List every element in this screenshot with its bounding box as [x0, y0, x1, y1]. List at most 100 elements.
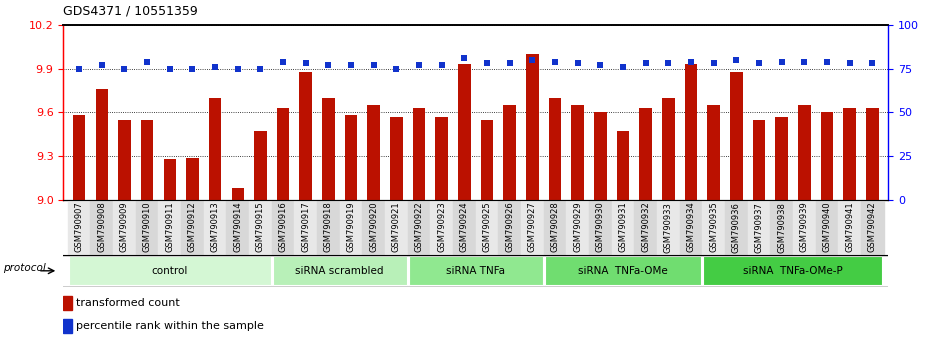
Text: GSM790917: GSM790917	[301, 202, 311, 252]
Point	[843, 61, 857, 66]
Bar	[770, 200, 793, 255]
Text: GSM790918: GSM790918	[324, 202, 333, 252]
Bar	[481, 120, 493, 354]
Text: siRNA  TNFa-OMe-P: siRNA TNFa-OMe-P	[743, 266, 843, 276]
Bar	[68, 200, 90, 255]
Text: GSM790931: GSM790931	[618, 202, 628, 252]
Bar	[640, 108, 652, 354]
Text: GSM790941: GSM790941	[845, 202, 854, 252]
Point	[94, 62, 109, 68]
Bar	[589, 200, 612, 255]
Point	[797, 59, 812, 64]
Bar	[413, 108, 425, 354]
Point	[819, 59, 834, 64]
Text: GSM790924: GSM790924	[459, 202, 469, 252]
Point	[570, 61, 585, 66]
Text: GSM790920: GSM790920	[369, 202, 379, 252]
Text: GSM790916: GSM790916	[279, 202, 287, 252]
Bar	[566, 200, 589, 255]
Text: GSM790928: GSM790928	[551, 202, 560, 252]
Bar	[63, 296, 73, 310]
Text: GSM790929: GSM790929	[573, 202, 582, 252]
Point	[616, 64, 631, 70]
Point	[774, 59, 789, 64]
Bar	[730, 72, 742, 354]
Bar	[798, 105, 811, 354]
Point	[343, 62, 358, 68]
Bar	[594, 113, 606, 354]
Bar	[181, 200, 204, 255]
Point	[275, 59, 290, 64]
Text: GSM790914: GSM790914	[233, 202, 242, 252]
Bar	[113, 200, 136, 255]
Text: GSM790923: GSM790923	[437, 202, 446, 252]
Bar	[272, 256, 406, 285]
Text: GSM790926: GSM790926	[505, 202, 514, 252]
Bar	[367, 105, 380, 354]
Point	[321, 62, 336, 68]
Text: GSM790919: GSM790919	[347, 202, 355, 252]
Point	[117, 66, 132, 72]
Point	[412, 62, 427, 68]
Point	[207, 64, 222, 70]
Bar	[684, 64, 698, 354]
Text: GSM790938: GSM790938	[777, 202, 786, 252]
Bar	[702, 200, 725, 255]
Point	[593, 62, 608, 68]
Bar	[136, 200, 158, 255]
Bar	[816, 200, 838, 255]
Text: GSM790934: GSM790934	[686, 202, 696, 252]
Point	[638, 61, 653, 66]
Bar	[475, 200, 498, 255]
Text: GSM790915: GSM790915	[256, 202, 265, 252]
Bar	[226, 200, 249, 255]
Bar	[90, 200, 113, 255]
Text: protocol: protocol	[3, 263, 46, 273]
Bar	[838, 200, 861, 255]
Text: GSM790936: GSM790936	[732, 202, 741, 252]
Bar	[407, 200, 431, 255]
Point	[502, 61, 517, 66]
Text: GSM790908: GSM790908	[98, 202, 106, 252]
Bar	[748, 200, 770, 255]
Bar	[277, 108, 289, 354]
Text: GSM790909: GSM790909	[120, 202, 129, 252]
Text: GSM790933: GSM790933	[664, 202, 672, 252]
Point	[72, 66, 86, 72]
Bar	[164, 159, 176, 354]
Bar	[776, 117, 788, 354]
Text: GSM790911: GSM790911	[166, 202, 174, 252]
Bar	[612, 200, 634, 255]
Point	[684, 59, 698, 64]
Bar	[73, 115, 86, 354]
Text: GSM790935: GSM790935	[710, 202, 718, 252]
Bar	[140, 120, 153, 354]
Point	[661, 61, 676, 66]
Text: GSM790912: GSM790912	[188, 202, 197, 252]
Point	[457, 55, 472, 61]
Text: GSM790907: GSM790907	[74, 202, 84, 252]
Bar	[453, 200, 476, 255]
Bar	[844, 108, 856, 354]
Bar	[549, 98, 561, 354]
Bar	[544, 200, 566, 255]
Text: GSM790927: GSM790927	[528, 202, 537, 252]
Text: GSM790939: GSM790939	[800, 202, 809, 252]
Bar	[617, 131, 630, 354]
Bar	[634, 200, 657, 255]
Text: GSM790921: GSM790921	[392, 202, 401, 252]
Text: GSM790930: GSM790930	[596, 202, 604, 252]
Bar	[69, 256, 271, 285]
Text: GSM790940: GSM790940	[822, 202, 831, 252]
Text: GDS4371 / 10551359: GDS4371 / 10551359	[63, 5, 198, 18]
Point	[299, 61, 313, 66]
Bar	[431, 200, 453, 255]
Bar	[703, 256, 883, 285]
Bar	[272, 200, 295, 255]
Bar	[545, 256, 701, 285]
Bar	[571, 105, 584, 354]
Bar	[503, 105, 516, 354]
Text: GSM790910: GSM790910	[142, 202, 152, 252]
Bar	[391, 117, 403, 354]
Point	[706, 61, 721, 66]
